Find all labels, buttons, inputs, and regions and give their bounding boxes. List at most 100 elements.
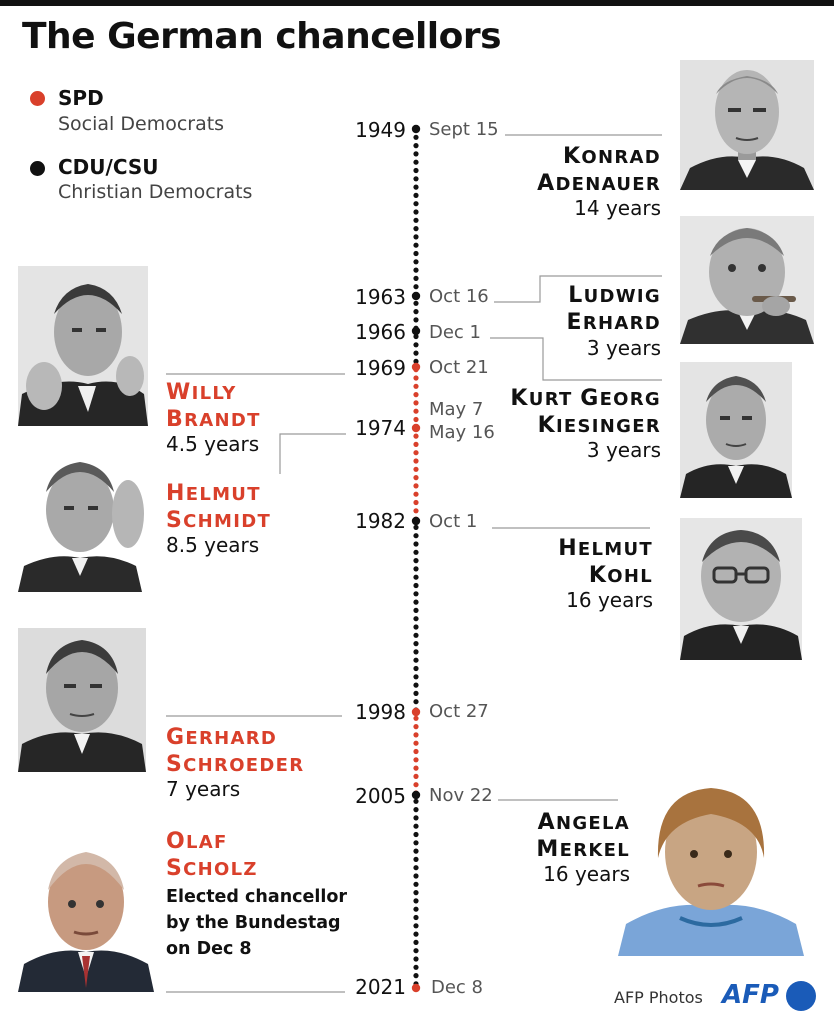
timeline-dot xyxy=(413,641,419,647)
tenure-kohl: 16 years xyxy=(566,588,653,612)
tenure-erhard: 3 years xyxy=(586,336,661,360)
name-schroeder-last: SCHROEDER xyxy=(166,752,305,777)
timeline-dot xyxy=(413,151,419,157)
year-1949: 1949 xyxy=(355,118,406,142)
timeline-dot xyxy=(413,350,419,356)
name-merkel-last: MERKEL xyxy=(536,837,630,862)
timeline-dot xyxy=(413,558,419,564)
timeline-dot xyxy=(413,217,419,223)
timeline-dot xyxy=(413,881,419,887)
timeline-dot xyxy=(413,649,419,655)
year-1966: 1966 xyxy=(355,320,406,344)
top-rule xyxy=(0,0,834,6)
timeline-dot xyxy=(413,574,419,580)
date-oct-27: Oct 27 xyxy=(429,701,489,722)
timeline-dot xyxy=(413,441,419,447)
timeline-dot xyxy=(413,964,419,970)
timeline-dot xyxy=(413,591,419,597)
scholz-election-note: Elected chancellor by the Bundestag on D… xyxy=(166,887,348,959)
timeline-marker xyxy=(411,291,421,301)
timeline-dot xyxy=(413,773,419,780)
timeline-dot xyxy=(413,815,419,821)
timeline-dot xyxy=(413,408,419,414)
timeline-dot xyxy=(413,433,419,439)
name-schmidt-last: SCHMIDT xyxy=(166,508,272,533)
timeline-dot xyxy=(413,483,419,489)
timeline-dot xyxy=(413,167,419,174)
timeline-marker xyxy=(411,423,421,433)
name-schroeder: GERHARD SCHROEDER xyxy=(166,725,304,779)
name-erhard-last: ERHARD xyxy=(566,310,661,335)
timeline-dot xyxy=(413,209,419,215)
timeline-dot xyxy=(413,856,419,863)
timeline-dot xyxy=(413,906,419,912)
date-nov-22: Nov 22 xyxy=(429,785,493,806)
timeline-dot xyxy=(413,948,419,954)
portrait-erhard-icon xyxy=(680,216,814,344)
date-oct-1: Oct 1 xyxy=(429,511,478,532)
timeline-dot xyxy=(413,890,419,896)
date-oct-21: Oct 21 xyxy=(429,357,489,378)
portrait-merkel-icon xyxy=(618,782,804,956)
timeline-dot xyxy=(413,259,419,265)
tenure-schmidt: 8.5 years xyxy=(166,533,260,557)
timeline-dot xyxy=(413,657,419,663)
timeline-dot xyxy=(413,732,419,738)
connector-line xyxy=(279,433,346,474)
timeline-dot xyxy=(413,250,419,257)
timeline-dot xyxy=(413,914,419,921)
timeline-dot xyxy=(413,159,419,165)
timeline-dot xyxy=(413,309,419,315)
timeline-dot xyxy=(413,549,419,555)
timeline-dot xyxy=(413,831,419,838)
portrait-brandt-icon xyxy=(18,266,148,426)
timeline-dot xyxy=(413,582,419,589)
timeline-dot xyxy=(413,284,419,290)
timeline-dot xyxy=(413,665,419,672)
year-1998: 1998 xyxy=(355,700,406,724)
timeline-dot xyxy=(413,491,419,497)
timeline-dot xyxy=(413,176,419,182)
timeline-marker xyxy=(411,362,421,372)
timeline-dot xyxy=(413,798,419,804)
timeline-marker xyxy=(411,124,421,134)
timeline-dot xyxy=(413,923,419,929)
year-2005: 2005 xyxy=(355,784,406,808)
timeline-dot xyxy=(413,840,419,846)
timeline-dot xyxy=(413,524,419,531)
year-1963: 1963 xyxy=(355,285,406,309)
timeline-dot xyxy=(413,533,419,539)
name-merkel-first: ANGELA xyxy=(537,810,630,835)
year-2021: 2021 xyxy=(355,975,406,999)
timeline-dot xyxy=(413,201,419,207)
legend-spd-dot xyxy=(30,91,45,106)
timeline-dot xyxy=(413,748,419,755)
name-schmidt: HELMUT SCHMIDT xyxy=(166,481,271,535)
portrait-scholz-icon xyxy=(18,838,154,992)
year-1982: 1982 xyxy=(355,509,406,533)
name-erhard: LUDWIG ERHARD xyxy=(480,283,661,337)
timeline-dot xyxy=(413,865,419,871)
timeline-marker xyxy=(411,707,421,717)
timeline-dot xyxy=(413,699,419,705)
timeline-dot xyxy=(413,499,419,506)
name-brandt-last: BRANDT xyxy=(166,407,261,432)
portrait-kohl-icon xyxy=(680,518,802,660)
timeline-dot xyxy=(413,599,419,605)
timeline-dot xyxy=(413,782,419,788)
photo-credit: AFP Photos xyxy=(614,988,703,1007)
timeline-dot xyxy=(413,724,419,730)
name-kohl-first: HELMUT xyxy=(558,536,653,561)
timeline-dot xyxy=(413,848,419,854)
timeline-dot xyxy=(413,475,419,481)
timeline-dot xyxy=(413,234,419,240)
tenure-merkel: 16 years xyxy=(543,862,630,886)
timeline-dot xyxy=(413,823,419,829)
name-scholz: OLAF SCHOLZ xyxy=(166,829,258,883)
timeline-dot xyxy=(413,939,419,946)
tenure-brandt: 4.5 years xyxy=(166,432,260,456)
timeline-dot xyxy=(413,226,419,232)
legend-cdu-dot xyxy=(30,161,45,176)
legend-spd-abbr: SPD xyxy=(58,86,104,110)
